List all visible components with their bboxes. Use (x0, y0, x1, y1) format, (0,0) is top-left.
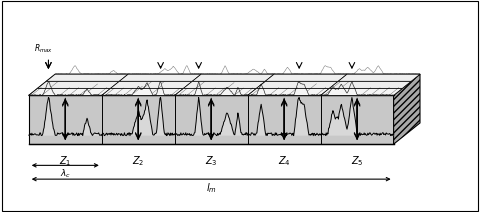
Text: $Z_5$: $Z_5$ (351, 154, 363, 167)
Polygon shape (265, 74, 347, 81)
Polygon shape (175, 98, 248, 136)
Polygon shape (256, 81, 338, 88)
Polygon shape (248, 88, 329, 95)
Polygon shape (102, 98, 175, 136)
Text: $l_m$: $l_m$ (206, 181, 216, 195)
Polygon shape (110, 81, 192, 88)
Polygon shape (29, 88, 110, 95)
Polygon shape (248, 98, 321, 136)
Polygon shape (338, 74, 420, 81)
Text: $Z_3$: $Z_3$ (205, 154, 217, 167)
Polygon shape (321, 88, 402, 95)
Text: $R_{max}$: $R_{max}$ (34, 43, 53, 55)
Polygon shape (47, 74, 128, 81)
Polygon shape (102, 88, 183, 95)
Polygon shape (120, 74, 201, 81)
Polygon shape (37, 81, 120, 88)
Polygon shape (29, 95, 394, 144)
Polygon shape (192, 74, 274, 81)
Polygon shape (29, 98, 102, 136)
Polygon shape (29, 74, 420, 95)
Polygon shape (394, 74, 420, 144)
Polygon shape (321, 98, 394, 136)
Text: $Z_2$: $Z_2$ (132, 154, 144, 167)
Polygon shape (175, 88, 256, 95)
Text: $\lambda_c$: $\lambda_c$ (60, 167, 71, 180)
Polygon shape (183, 81, 265, 88)
Text: $Z_1$: $Z_1$ (59, 154, 72, 167)
Polygon shape (329, 81, 411, 88)
Text: $Z_4$: $Z_4$ (278, 154, 290, 167)
